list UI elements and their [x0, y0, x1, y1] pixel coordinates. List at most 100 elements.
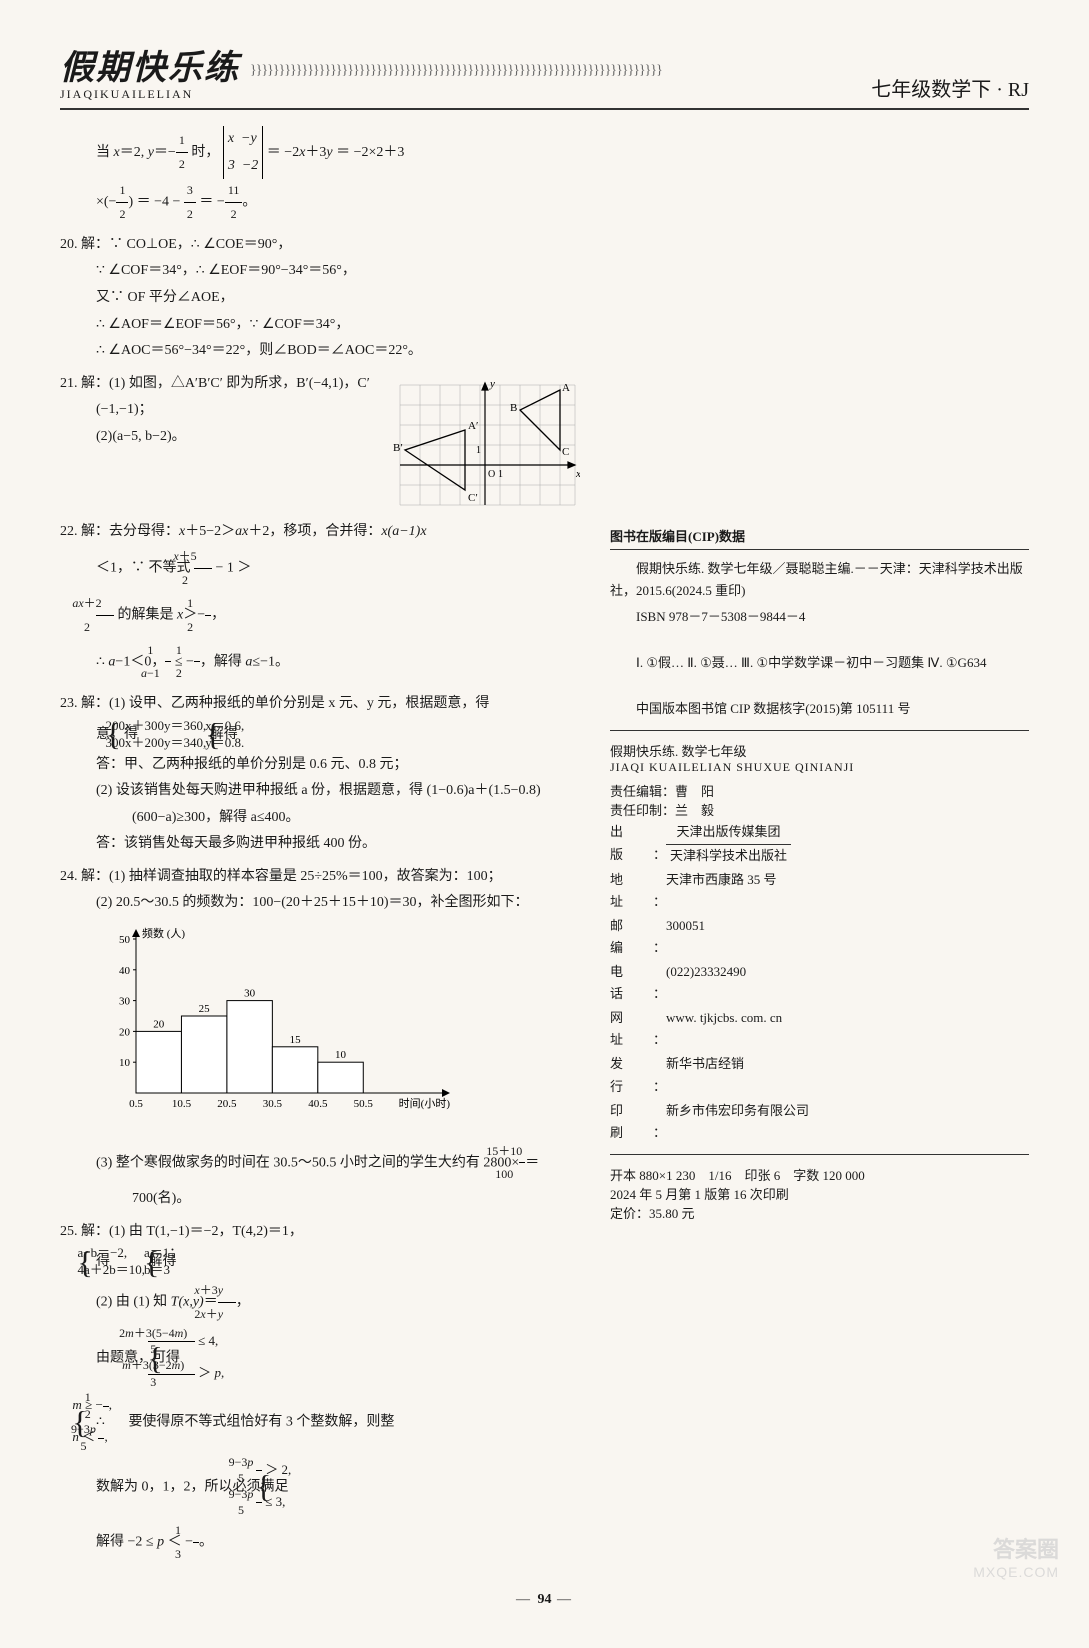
p25-l4tail: 要使得原不等式组恰好有 3 个整数解，则整 [128, 1415, 394, 1430]
p20-l1: ∵ ∠COF＝34°，∴ ∠EOF＝90°−34°＝56°， [96, 258, 580, 285]
p20-l4: ∴ ∠AOC＝56°−34°＝22°，则∠BOD＝∠AOC＝22°。 [96, 338, 580, 365]
p25-sys2a: a＝1； [180, 1245, 200, 1262]
p20-l0: ∵ CO⊥OE，∴ ∠COE＝90°， [109, 237, 291, 252]
svg-text:y: y [489, 378, 495, 390]
colophon-price: 定价：35.80 元 [610, 1203, 1029, 1222]
svg-text:B: B [510, 402, 517, 414]
svg-text:30: 30 [244, 988, 256, 1000]
p22-label: 解： [81, 524, 109, 539]
cip-separator [610, 730, 1029, 731]
svg-text:10: 10 [335, 1049, 347, 1061]
p21-label: 解： [81, 376, 109, 391]
svg-text:10.5: 10.5 [172, 1098, 192, 1110]
p24-label: 解： [81, 869, 109, 884]
p20-label: 解： [81, 237, 109, 252]
svg-text:30.5: 30.5 [263, 1098, 283, 1110]
svg-text:频数 (人): 频数 (人) [142, 926, 185, 940]
svg-text:20.5: 20.5 [217, 1098, 237, 1110]
title-cn: 假期快乐练 [60, 40, 240, 89]
right-column: 图书在版编目(CIP)数据 假期快乐练. 数学七年级／聂聪聪主编.－－天津：天津… [610, 126, 1029, 1572]
colophon-printer: 责任印制：兰 毅 [610, 800, 1029, 819]
p21-num: 21. [60, 376, 78, 391]
colophon-row: 印 刷：新乡市伟宏印务有限公司 [610, 1100, 1029, 1144]
svg-text:40: 40 [119, 965, 131, 977]
p24-l1: (1) 抽样调查抽取的样本容量是 25÷25%＝100，故答案为：100； [109, 869, 502, 884]
p25-label: 解： [81, 1224, 109, 1239]
p24-l2: (2) 20.5～30.5 的频数为：100−(20＋25＋15＋10)＝30，… [96, 890, 580, 917]
colophon-row: 出 版：天津出版传媒集团天津科学技术出版社 [610, 821, 1029, 866]
p23-sys1b: 300x＋200y＝340, [142, 735, 207, 752]
svg-text:15: 15 [290, 1034, 302, 1046]
p20-num: 20. [60, 237, 78, 252]
p23: 23. 解：(1) 设甲、乙两种报纸的单价分别是 x 元、y 元，根据题意，得 … [60, 691, 580, 858]
svg-text:A′: A′ [468, 420, 478, 432]
title-pinyin: JIAQIKUAILELIAN [60, 87, 240, 102]
svg-text:10: 10 [119, 1057, 131, 1069]
svg-text:20: 20 [119, 1026, 131, 1038]
page-header: 假期快乐练 JIAQIKUAILELIAN }}}}}}}}}}}}}}}}}}… [60, 40, 1029, 110]
p22: 22. 解：去分母得：x＋5−2＞ax＋2，移项，合并得：x(a−1)x ＜1，… [60, 519, 580, 685]
p21-l1: (1) 如图，△A′B′C′ 即为所求，B′(−4,1)，C′(−1,−1)； [96, 376, 370, 418]
svg-text:C′: C′ [468, 492, 478, 504]
two-column-layout: 当 x＝2, y＝−12 时， x −y3 −2 ＝ −2x＋3y ＝ −2×2… [60, 126, 1029, 1572]
colophon-row: 邮 编：300051 [610, 915, 1029, 959]
cip-block: 图书在版编目(CIP)数据 假期快乐练. 数学七年级／聂聪聪主编.－－天津：天津… [610, 526, 1029, 1222]
colophon-printing: 2024 年 5 月第 1 版第 16 次印刷 [610, 1184, 1029, 1203]
header-edition: 七年级数学下 · RJ [871, 73, 1029, 102]
svg-text:20: 20 [153, 1018, 165, 1030]
svg-text:1: 1 [498, 469, 503, 480]
p23-p1: (1) 设甲、乙两种报纸的单价分别是 x 元、y 元，根据题意，得 [109, 696, 489, 711]
p24: 24. 解：(1) 抽样调查抽取的样本容量是 25÷25%＝100，故答案为：1… [60, 864, 580, 1213]
svg-text:A: A [562, 382, 570, 394]
svg-text:40.5: 40.5 [308, 1098, 328, 1110]
p20-l3: ∴ ∠AOF＝∠EOF＝56°，∵ ∠COF＝34°， [96, 312, 580, 339]
p24-histogram: 102030405020253015100.510.520.530.540.55… [132, 923, 580, 1134]
colophon-title-py: JIAQI KUAILELIAN SHUXUE QINIANJI [610, 760, 1029, 775]
colophon-rows: 出 版：天津出版传媒集团天津科学技术出版社地 址：天津市西康路 35 号邮 编：… [610, 821, 1029, 1143]
colophon-editor: 责任编辑：曹 阳 [610, 781, 1029, 800]
p25-sys2b: b＝3 [180, 1262, 200, 1279]
page-number: 94 [538, 1592, 552, 1607]
p24-num: 24. [60, 869, 78, 884]
p25-sys1a: a−b＝−2, [114, 1245, 146, 1262]
p25-sys1b: 4a＋2b＝10, [114, 1262, 146, 1279]
svg-text:x: x [575, 468, 580, 480]
p23-ans1: 答：甲、乙两种报纸的单价分别是 0.6 元、0.8 元； [96, 752, 580, 779]
p25: 25. 解：(1) 由 T(1,−1)＝−2，T(4,2)＝1， 得 {a−b＝… [60, 1219, 580, 1566]
cip-p1: 假期快乐练. 数学七年级／聂聪聪主编.－－天津：天津科学技术出版社，2015.6… [610, 558, 1029, 602]
header-squiggle: }}}}}}}}}}}}}}}}}}}}}}}}}}}}}}}}}}}}}}}}… [240, 63, 871, 79]
colophon-title-cn: 假期快乐练. 数学七年级 [610, 741, 1029, 760]
p25-num: 25. [60, 1224, 78, 1239]
p20-l2: 又∵ OF 平分∠AOE， [96, 285, 580, 312]
svg-text:O: O [488, 469, 495, 480]
colophon-row: 网 址：www. tjkjcbs. com. cn [610, 1007, 1029, 1051]
cip-heading: 图书在版编目(CIP)数据 [610, 526, 1029, 550]
svg-text:1: 1 [476, 445, 481, 456]
cip-p2: Ⅰ. ①假… Ⅱ. ①聂… Ⅲ. ①中学数学课－初中－习题集 Ⅳ. ①G634 [610, 652, 1029, 674]
svg-text:50: 50 [119, 934, 131, 946]
p23-label: 解： [81, 696, 109, 711]
cip-p3: 中国版本图书馆 CIP 数据核字(2015)第 105111 号 [610, 698, 1029, 720]
svg-text:0.5: 0.5 [129, 1098, 143, 1110]
colophon-separator [610, 1154, 1029, 1155]
colophon-row: 地 址：天津市西康路 35 号 [610, 869, 1029, 913]
p23-sys2a: x＝0.6, [241, 718, 261, 735]
p23-p2: (2) 设该销售处每天购进甲种报纸 a 份，根据题意，得 (1−0.6)a＋(1… [96, 778, 580, 831]
p23-ans2: 答：该销售处每天最多购进甲种报纸 400 份。 [96, 831, 580, 858]
colophon-row: 电 话：(022)23332490 [610, 961, 1029, 1005]
p23-num: 23. [60, 696, 78, 711]
svg-text:B′: B′ [393, 442, 403, 454]
svg-text:30: 30 [119, 996, 131, 1008]
cip-isbn: ISBN 978－7－5308－9844－4 [610, 606, 1029, 628]
svg-text:时间(小时): 时间(小时) [399, 1097, 451, 1110]
header-title-block: 假期快乐练 JIAQIKUAILELIAN [60, 40, 240, 102]
svg-text:C: C [562, 446, 569, 458]
left-column: 当 x＝2, y＝−12 时， x −y3 −2 ＝ −2x＋3y ＝ −2×2… [60, 126, 580, 1572]
svg-text:25: 25 [199, 1003, 211, 1015]
colophon-row: 发 行：新华书店经销 [610, 1053, 1029, 1097]
colophon-specs: 开本 880×1 230 1/16 印张 6 字数 120 000 [610, 1165, 1029, 1184]
cip-body: 假期快乐练. 数学七年级／聂聪聪主编.－－天津：天津科学技术出版社，2015.6… [610, 558, 1029, 720]
p21-graph: x y O 1 1 A B C A′ B′ C′ [390, 375, 580, 515]
p23-sys2b: y＝0.8. [241, 735, 261, 752]
p25-l1: (1) 由 T(1,−1)＝−2，T(4,2)＝1， [109, 1224, 303, 1239]
